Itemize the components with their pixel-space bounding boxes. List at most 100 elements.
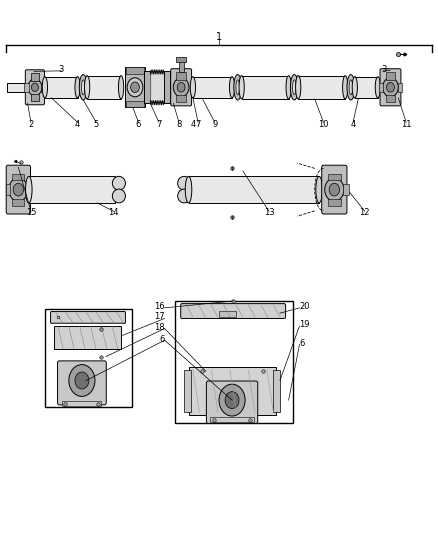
- Ellipse shape: [316, 176, 322, 203]
- Bar: [31, 94, 39, 101]
- Bar: [177, 72, 186, 80]
- Ellipse shape: [293, 80, 296, 95]
- Bar: [179, 59, 184, 72]
- Ellipse shape: [178, 176, 191, 190]
- FancyBboxPatch shape: [380, 69, 401, 106]
- Bar: [219, 311, 237, 317]
- Bar: [12, 199, 25, 206]
- FancyBboxPatch shape: [50, 312, 125, 323]
- Bar: [379, 83, 383, 92]
- Ellipse shape: [234, 75, 242, 100]
- Circle shape: [127, 78, 143, 97]
- Ellipse shape: [81, 80, 85, 95]
- Ellipse shape: [25, 176, 32, 203]
- Ellipse shape: [296, 76, 301, 99]
- Circle shape: [219, 384, 245, 416]
- Bar: [386, 95, 395, 102]
- Bar: [164, 71, 170, 103]
- Text: 17: 17: [154, 312, 165, 321]
- Text: 10: 10: [318, 120, 328, 129]
- Text: 15: 15: [26, 208, 36, 217]
- Text: 4: 4: [350, 120, 356, 129]
- Bar: [210, 417, 254, 422]
- FancyBboxPatch shape: [57, 361, 106, 405]
- Bar: [398, 83, 402, 92]
- Text: 7: 7: [156, 120, 162, 129]
- Bar: [188, 367, 276, 415]
- Text: 6: 6: [136, 120, 141, 129]
- Text: 14: 14: [109, 208, 119, 217]
- Ellipse shape: [236, 80, 240, 95]
- Ellipse shape: [85, 76, 90, 99]
- Text: 2: 2: [28, 120, 34, 129]
- Ellipse shape: [190, 77, 195, 98]
- Ellipse shape: [347, 75, 355, 100]
- Text: 19: 19: [300, 320, 310, 329]
- Bar: [25, 83, 29, 92]
- Bar: [29, 176, 115, 203]
- Ellipse shape: [79, 75, 87, 100]
- Circle shape: [225, 392, 239, 409]
- Bar: [386, 72, 395, 80]
- Ellipse shape: [113, 176, 125, 190]
- Text: 20: 20: [300, 302, 310, 311]
- FancyBboxPatch shape: [6, 165, 31, 214]
- FancyBboxPatch shape: [181, 304, 286, 318]
- Bar: [343, 184, 349, 195]
- Text: 11: 11: [401, 120, 411, 129]
- Bar: [62, 401, 102, 407]
- Bar: [125, 67, 145, 108]
- FancyBboxPatch shape: [25, 70, 45, 105]
- Ellipse shape: [343, 76, 348, 99]
- Bar: [328, 199, 341, 206]
- Text: 5: 5: [94, 120, 99, 129]
- Circle shape: [173, 78, 189, 97]
- Bar: [7, 83, 26, 92]
- Bar: [45, 309, 132, 407]
- Bar: [53, 326, 121, 349]
- Bar: [328, 174, 341, 180]
- Circle shape: [28, 79, 42, 96]
- Text: 16: 16: [154, 302, 165, 311]
- Ellipse shape: [375, 77, 381, 98]
- Circle shape: [131, 82, 139, 93]
- Bar: [177, 95, 186, 102]
- Circle shape: [75, 372, 89, 389]
- FancyBboxPatch shape: [322, 165, 347, 214]
- Circle shape: [383, 78, 398, 97]
- Bar: [31, 74, 39, 81]
- Bar: [298, 76, 345, 99]
- Bar: [126, 101, 144, 108]
- Ellipse shape: [113, 189, 125, 203]
- Bar: [176, 301, 293, 423]
- Ellipse shape: [178, 189, 191, 203]
- Ellipse shape: [286, 76, 291, 99]
- Text: 4: 4: [190, 120, 195, 129]
- Circle shape: [387, 83, 394, 92]
- Ellipse shape: [118, 76, 124, 99]
- Circle shape: [9, 178, 28, 201]
- Text: 4: 4: [75, 120, 80, 129]
- Text: 3: 3: [381, 64, 386, 74]
- FancyBboxPatch shape: [171, 69, 191, 106]
- Text: 1: 1: [216, 32, 222, 42]
- Text: 12: 12: [360, 208, 370, 217]
- Bar: [41, 83, 46, 92]
- Ellipse shape: [290, 75, 298, 100]
- Ellipse shape: [185, 176, 192, 203]
- Circle shape: [177, 83, 185, 92]
- Bar: [193, 77, 232, 98]
- Ellipse shape: [349, 80, 353, 95]
- Ellipse shape: [75, 77, 80, 98]
- Text: 3: 3: [59, 64, 64, 74]
- Text: 13: 13: [264, 208, 274, 217]
- Circle shape: [32, 83, 39, 92]
- Bar: [6, 184, 10, 195]
- FancyBboxPatch shape: [206, 381, 258, 423]
- Bar: [177, 56, 186, 62]
- Bar: [45, 77, 78, 98]
- Ellipse shape: [239, 76, 244, 99]
- Circle shape: [69, 365, 95, 397]
- Circle shape: [13, 183, 24, 196]
- Text: 18: 18: [154, 323, 165, 332]
